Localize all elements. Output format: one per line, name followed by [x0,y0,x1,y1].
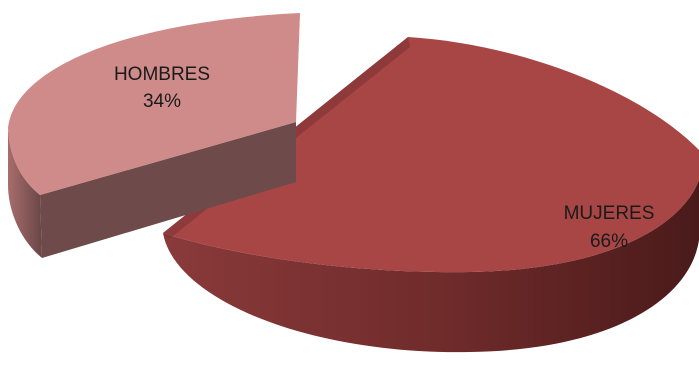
slice-mujeres-side [163,180,699,353]
slice-hombres [8,13,300,258]
slice-mujeres-top [163,37,699,273]
label-mujeres-name: MUJERES [564,203,655,224]
label-hombres-name: HOMBRES [114,64,210,85]
label-hombres-value: 34% [143,91,181,112]
label-mujeres-value: 66% [590,231,628,252]
slice-hombres-side [8,128,42,258]
slice-hombres-cut [40,122,296,258]
slice-hombres-top [8,13,300,195]
